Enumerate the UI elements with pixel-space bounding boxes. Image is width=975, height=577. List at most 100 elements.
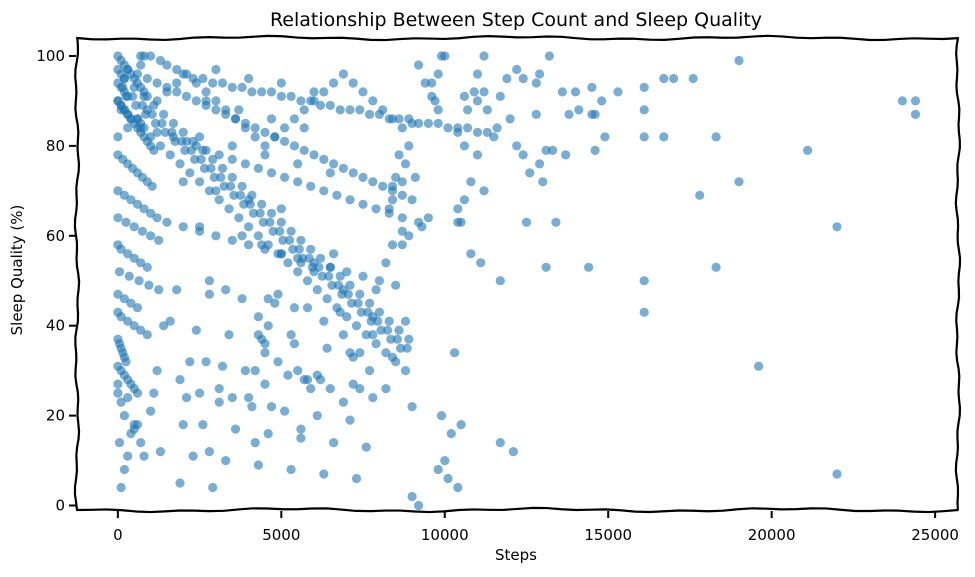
data-point: [146, 51, 156, 61]
data-point: [168, 118, 178, 128]
data-point: [181, 69, 192, 79]
data-point: [260, 379, 270, 389]
data-point: [492, 123, 502, 133]
data-point: [639, 276, 649, 286]
data-point: [126, 298, 136, 308]
data-point: [142, 73, 152, 84]
data-point: [734, 55, 744, 66]
y-axis-label: Sleep Quality (%): [8, 205, 26, 336]
data-point: [414, 60, 424, 70]
data-point: [453, 482, 463, 493]
y-tick-label: 20: [46, 407, 65, 425]
data-point: [211, 64, 221, 75]
data-point: [137, 226, 147, 236]
data-point: [505, 114, 515, 124]
x-tick-label: 5000: [262, 526, 300, 544]
data-point: [283, 370, 293, 380]
data-point: [257, 240, 267, 250]
data-point: [142, 330, 152, 340]
data-point: [119, 411, 129, 421]
data-point: [832, 222, 842, 232]
data-point: [541, 262, 551, 272]
data-point: [250, 438, 260, 448]
data-point: [268, 226, 278, 236]
data-point: [466, 177, 476, 187]
data-point: [512, 64, 522, 75]
data-point: [121, 217, 131, 227]
data-point: [374, 307, 384, 317]
data-point: [639, 105, 649, 115]
data-point: [142, 105, 152, 115]
data-point: [365, 109, 375, 119]
data-point: [265, 217, 275, 227]
data-point: [335, 307, 345, 317]
data-point: [119, 464, 129, 475]
data-point: [459, 91, 469, 101]
data-point: [160, 127, 170, 137]
data-point: [211, 96, 221, 106]
data-point: [147, 181, 157, 191]
data-point: [198, 420, 208, 430]
data-point: [482, 127, 492, 137]
data-point: [162, 87, 172, 97]
data-point: [154, 285, 164, 295]
data-point: [157, 118, 167, 128]
data-point: [590, 145, 600, 155]
data-point: [361, 442, 371, 452]
data-point: [258, 217, 268, 227]
data-point: [302, 276, 313, 286]
data-point: [257, 199, 267, 209]
data-point: [211, 186, 221, 196]
data-point: [319, 154, 329, 164]
data-point: [123, 249, 133, 259]
data-point: [309, 87, 319, 97]
data-point: [165, 316, 175, 326]
data-point: [358, 271, 368, 281]
data-point: [119, 294, 129, 304]
data-point: [296, 424, 306, 434]
data-point: [832, 469, 842, 479]
data-point: [356, 307, 366, 317]
data-point: [123, 123, 133, 133]
data-point: [240, 366, 250, 376]
data-point: [113, 379, 123, 389]
y-tick-label: 80: [46, 137, 65, 155]
x-tick-label: 15000: [584, 526, 632, 544]
data-point: [351, 473, 362, 484]
data-point: [296, 235, 306, 245]
data-point: [226, 181, 236, 191]
data-point: [276, 249, 286, 259]
data-point: [548, 145, 558, 155]
data-point: [293, 159, 303, 169]
data-point: [436, 411, 447, 421]
data-point: [165, 150, 175, 160]
data-point: [440, 51, 450, 61]
data-point: [185, 357, 195, 367]
data-point: [322, 343, 332, 353]
data-point: [332, 190, 342, 200]
data-point: [482, 105, 492, 115]
data-point: [639, 307, 649, 317]
data-point: [525, 168, 535, 178]
data-point: [463, 105, 473, 115]
data-point: [149, 145, 159, 155]
data-point: [410, 172, 420, 182]
data-point: [348, 78, 358, 88]
data-point: [659, 73, 669, 84]
data-point: [296, 433, 306, 443]
data-point: [253, 312, 263, 322]
data-point: [289, 141, 299, 151]
data-point: [150, 118, 161, 128]
data-point: [123, 91, 133, 101]
data-point: [910, 96, 921, 106]
data-point: [201, 145, 211, 155]
data-point: [325, 100, 335, 110]
data-point: [392, 334, 402, 344]
data-point: [306, 244, 316, 254]
data-point: [734, 177, 744, 187]
data-point: [347, 298, 357, 308]
data-point: [597, 96, 607, 106]
data-point: [188, 451, 198, 461]
data-point: [387, 186, 398, 196]
data-point: [365, 366, 375, 376]
